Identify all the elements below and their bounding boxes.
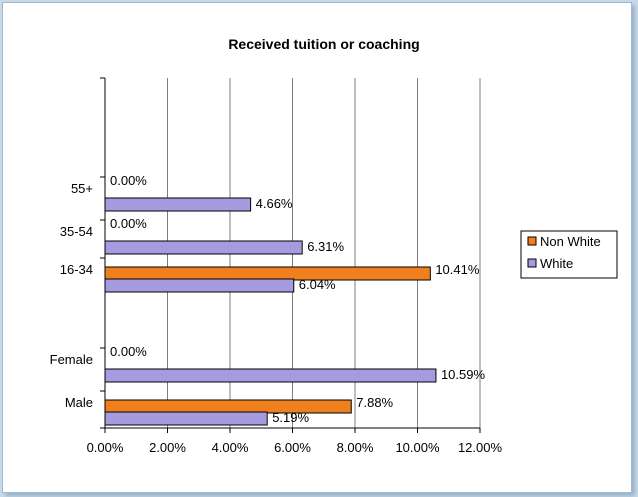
axes: 0.00% 2.00% 4.00% 6.00% 8.00% 10.00% 12.00% 55+…	[50, 77, 503, 455]
data-label-white: 6.31%	[307, 239, 344, 254]
data-label-non-white: 0.00%	[110, 216, 147, 231]
legend-swatch	[527, 236, 537, 246]
x-tick-label: 8.00%	[337, 440, 374, 455]
x-tick-label: 4.00%	[212, 440, 249, 455]
bar-white	[104, 368, 437, 383]
x-tick-label: 2.00%	[149, 440, 186, 455]
data-label-non-white: 0.00%	[110, 344, 147, 359]
chart-title: Received tuition or coaching	[228, 36, 419, 52]
legend-label: Non White	[540, 234, 601, 249]
legend-box	[520, 230, 618, 279]
data-label-non-white: 10.41%	[435, 262, 480, 277]
data-label-white: 5.19%	[272, 410, 309, 425]
x-tick-label: 10.00%	[395, 440, 440, 455]
legend: Non White White	[520, 230, 618, 279]
bars: 0.00% 4.66% 0.00% 6.31% 10.41% 6.04% 0.00% 10.5…	[104, 173, 486, 426]
bar-white	[104, 411, 268, 426]
legend-label: White	[540, 256, 573, 271]
bar-non-white	[104, 266, 431, 281]
data-label-non-white: 0.00%	[110, 173, 147, 188]
bar-white	[104, 197, 252, 212]
x-tick-label: 0.00%	[87, 440, 124, 455]
y-tick-label: Male	[65, 395, 93, 410]
y-tick-label: 55+	[71, 181, 93, 196]
x-tick-label: 12.00%	[458, 440, 503, 455]
data-label-white: 6.04%	[299, 277, 336, 292]
y-tick-label: 16-34	[60, 262, 93, 277]
bar-white	[104, 240, 303, 255]
data-label-non-white: 7.88%	[356, 395, 393, 410]
bar-white	[104, 278, 295, 293]
data-label-white: 4.66%	[256, 196, 293, 211]
y-tick-label: Female	[50, 352, 93, 367]
y-tick-label: 35-54	[60, 224, 93, 239]
data-label-white: 10.59%	[441, 367, 486, 382]
x-tick-label: 6.00%	[274, 440, 311, 455]
legend-swatch	[527, 258, 537, 268]
bar-non-white	[104, 399, 352, 414]
